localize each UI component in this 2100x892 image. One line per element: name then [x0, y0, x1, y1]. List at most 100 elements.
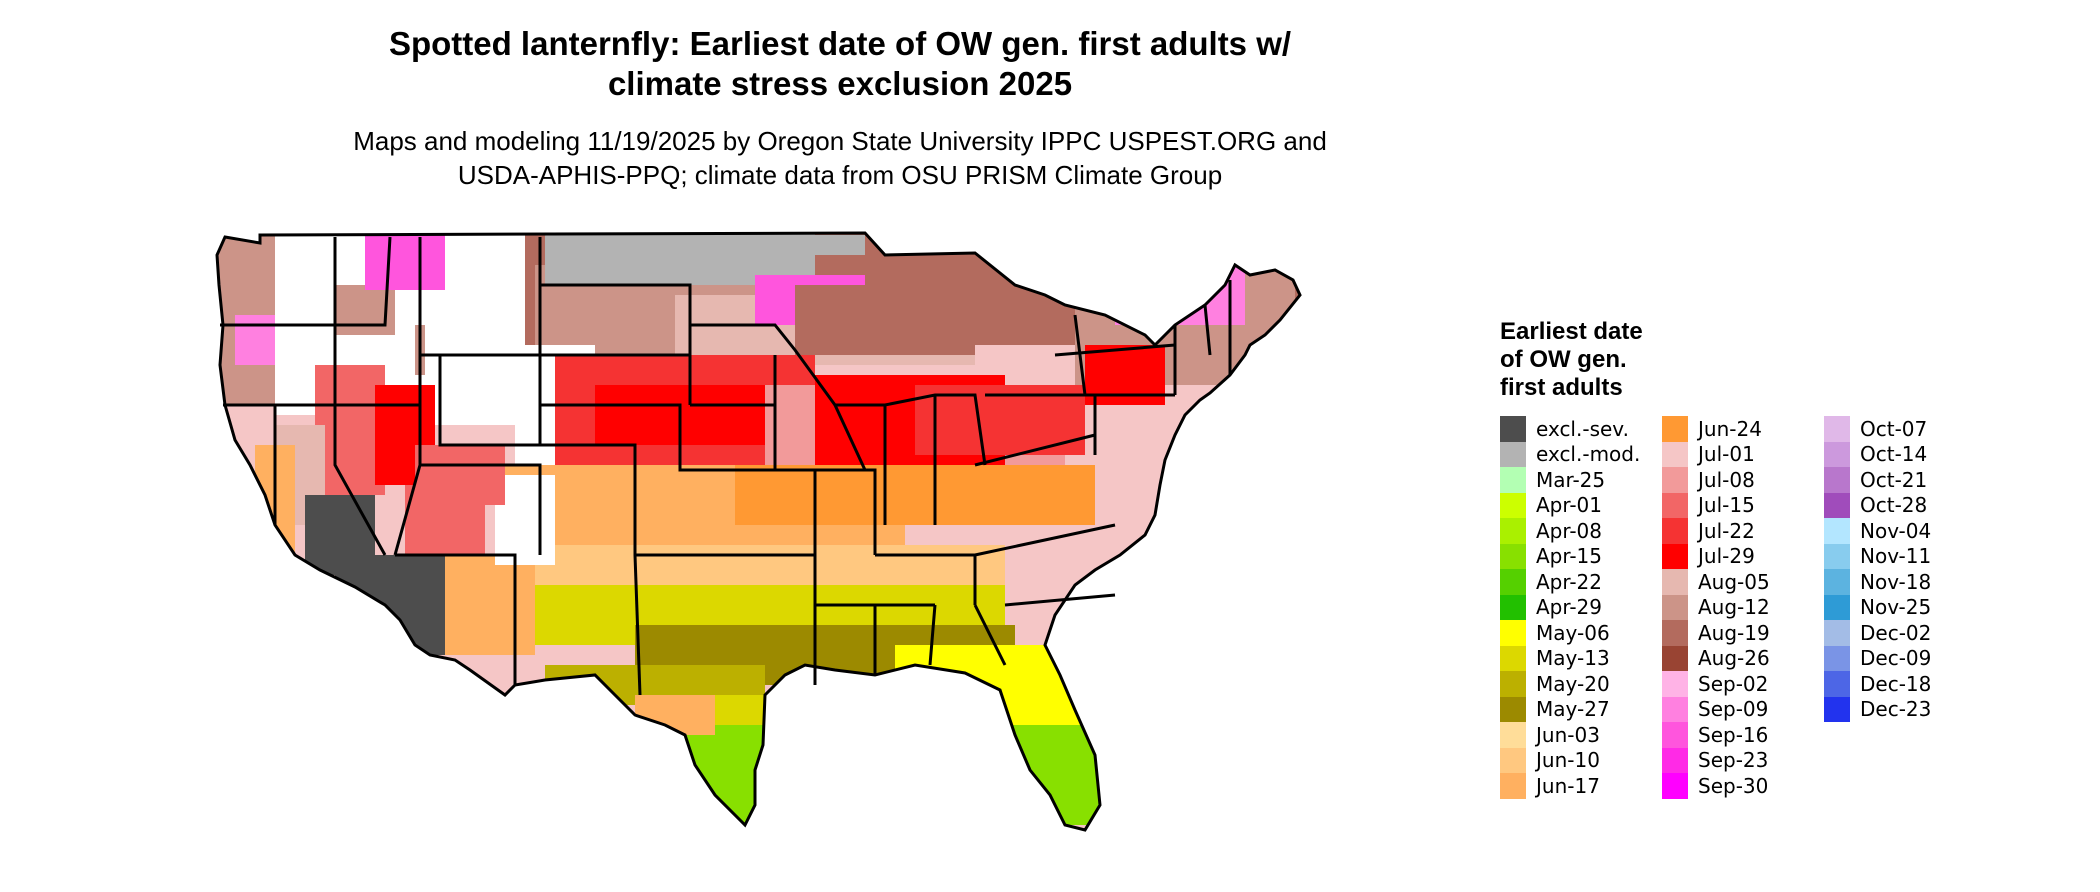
legend-swatch: [1662, 543, 1688, 569]
legend-title-line-1: Earliest date: [1500, 318, 1643, 345]
legend-swatch: [1500, 722, 1526, 748]
legend-label: Apr-08: [1536, 518, 1602, 543]
legend-label: Jul-15: [1698, 493, 1755, 518]
legend-swatch: [1662, 671, 1688, 697]
legend-item: Oct-07: [1824, 416, 1986, 442]
legend-label: May-13: [1536, 646, 1610, 671]
legend-swatch: [1662, 645, 1688, 671]
legend-label: Apr-22: [1536, 569, 1602, 594]
map-subtitle: Maps and modeling 11/19/2025 by Oregon S…: [0, 124, 1680, 192]
legend-item: Jun-03: [1500, 722, 1662, 748]
legend-item: Aug-12: [1662, 594, 1824, 620]
legend-label: Jun-10: [1536, 748, 1600, 773]
legend-swatch: [1662, 594, 1688, 620]
legend-swatch: [1500, 467, 1526, 493]
legend-item: Sep-09: [1662, 696, 1824, 722]
legend-swatch: [1500, 773, 1526, 799]
legend-item: May-20: [1500, 671, 1662, 697]
legend-item: Jul-01: [1662, 441, 1824, 467]
legend-item: Nov-25: [1824, 594, 1986, 620]
legend-item: Aug-19: [1662, 620, 1824, 646]
legend-swatch: [1824, 594, 1850, 620]
legend-label: Jun-24: [1698, 416, 1762, 441]
legend-swatch: [1662, 620, 1688, 646]
legend-swatch: [1500, 569, 1526, 595]
legend-item: Dec-09: [1824, 645, 1986, 671]
legend-label: Nov-25: [1860, 595, 1932, 620]
legend-swatch: [1662, 416, 1688, 442]
legend-item: Dec-02: [1824, 620, 1986, 646]
legend-label: Dec-09: [1860, 646, 1932, 671]
legend-label: Jul-22: [1698, 518, 1755, 543]
legend-swatch: [1824, 671, 1850, 697]
legend-swatch: [1500, 518, 1526, 544]
legend-item: Jun-24: [1662, 416, 1824, 442]
legend-swatch: [1500, 671, 1526, 697]
legend-item: Nov-11: [1824, 543, 1986, 569]
legend-label: Oct-21: [1860, 467, 1928, 492]
legend-swatch: [1662, 696, 1688, 722]
legend-swatch: [1662, 467, 1688, 493]
legend-swatch: [1662, 722, 1688, 748]
map-title-line-1: Spotted lanternfly: Earliest date of OW …: [388, 25, 1292, 62]
legend-item: Jul-08: [1662, 467, 1824, 493]
legend-item: Apr-29: [1500, 594, 1662, 620]
legend-item: Oct-21: [1824, 467, 1986, 493]
legend-swatch: [1500, 543, 1526, 569]
legend-item: excl.-mod.: [1500, 441, 1662, 467]
legend-item: Jun-10: [1500, 747, 1662, 773]
legend-swatch: [1662, 773, 1688, 799]
legend-swatch: [1500, 492, 1526, 518]
legend-label: Dec-02: [1860, 620, 1932, 645]
legend-swatch: [1500, 594, 1526, 620]
legend-label: Oct-28: [1860, 493, 1928, 518]
legend-item: excl.-sev.: [1500, 416, 1662, 442]
map-fill: [217, 233, 1300, 830]
legend-swatch: [1824, 467, 1850, 493]
legend-item: Apr-22: [1500, 569, 1662, 595]
legend-column: Oct-07 Oct-14 Oct-21 Oct-28 Nov-04 Nov-11 Nov-…: [1824, 416, 1986, 799]
legend-swatch: [1662, 569, 1688, 595]
legend-label: May-06: [1536, 620, 1610, 645]
legend-swatch: [1662, 441, 1688, 467]
legend-swatch: [1500, 696, 1526, 722]
legend-swatch: [1824, 620, 1850, 646]
legend-label: Nov-18: [1860, 569, 1932, 594]
legend-item: Mar-25: [1500, 467, 1662, 493]
legend-label: Jun-17: [1536, 773, 1600, 798]
legend-label: Jul-08: [1698, 467, 1755, 492]
legend-label: Apr-01: [1536, 493, 1602, 518]
legend-item: May-27: [1500, 696, 1662, 722]
state-boundaries: [220, 236, 1232, 696]
legend-label: Sep-23: [1698, 748, 1769, 773]
legend-swatch: [1824, 696, 1850, 722]
legend-label: Apr-15: [1536, 544, 1602, 569]
legend-label: Sep-16: [1698, 722, 1769, 747]
legend-item: Dec-18: [1824, 671, 1986, 697]
legend-swatch: [1500, 747, 1526, 773]
legend-item: Aug-26: [1662, 645, 1824, 671]
legend-item: May-06: [1500, 620, 1662, 646]
legend-item: Oct-14: [1824, 441, 1986, 467]
legend-label: Nov-11: [1860, 544, 1932, 569]
legend-label: Nov-04: [1860, 518, 1932, 543]
legend-label: Dec-23: [1860, 697, 1932, 722]
legend-item: Nov-18: [1824, 569, 1986, 595]
legend-swatch: [1824, 492, 1850, 518]
legend-item: Oct-28: [1824, 492, 1986, 518]
legend-label: Jun-03: [1536, 722, 1600, 747]
legend-item: Jul-29: [1662, 543, 1824, 569]
legend-label: May-27: [1536, 697, 1610, 722]
legend-label: Oct-07: [1860, 416, 1928, 441]
legend-item: Dec-23: [1824, 696, 1986, 722]
legend-item: Apr-15: [1500, 543, 1662, 569]
legend-label: excl.-sev.: [1536, 416, 1629, 441]
legend-item: May-13: [1500, 645, 1662, 671]
legend-column: excl.-sev. excl.-mod. Mar-25 Apr-01 Apr-08 Ap…: [1500, 416, 1662, 799]
legend-label: Jul-29: [1698, 544, 1755, 569]
legend-swatch: [1824, 518, 1850, 544]
legend-label: Aug-05: [1698, 569, 1770, 594]
legend-label: Aug-12: [1698, 595, 1770, 620]
legend-swatch: [1824, 543, 1850, 569]
legend-label: Dec-18: [1860, 671, 1932, 696]
